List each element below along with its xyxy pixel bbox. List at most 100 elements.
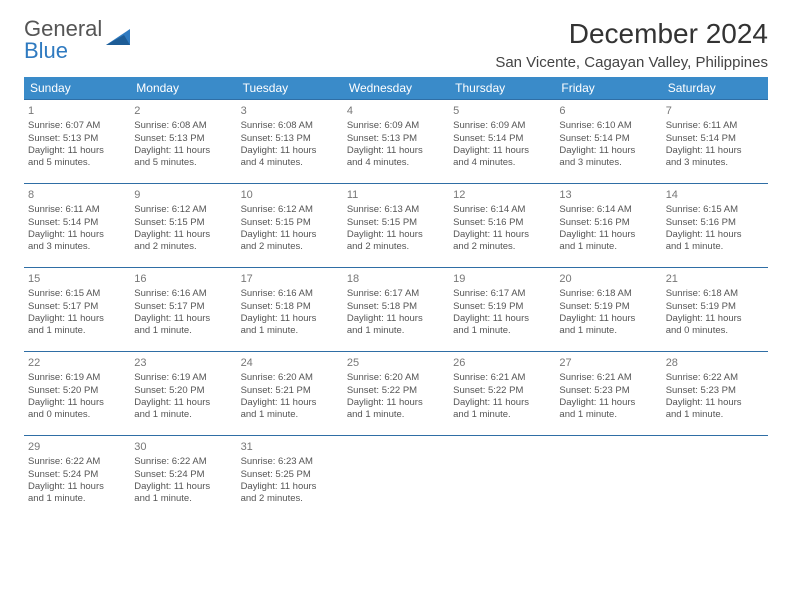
sunset-text: Sunset: 5:25 PM [241,469,339,481]
day-number: 29 [28,440,126,454]
calendar-header-row: Sunday Monday Tuesday Wednesday Thursday… [24,77,768,100]
day-number: 23 [134,356,232,370]
brand-logo: General Blue [24,18,134,62]
sunset-text: Sunset: 5:18 PM [347,301,445,313]
daylight-text: Daylight: 11 hours [28,229,126,241]
day-number: 7 [666,104,764,118]
daylight-text: Daylight: 11 hours [666,397,764,409]
sunset-text: Sunset: 5:23 PM [666,385,764,397]
sunset-text: Sunset: 5:23 PM [559,385,657,397]
title-block: December 2024 San Vicente, Cagayan Valle… [495,18,768,71]
sunrise-text: Sunrise: 6:17 AM [453,288,551,300]
daylight-text: Daylight: 11 hours [559,229,657,241]
day-number: 28 [666,356,764,370]
daylight-text: Daylight: 11 hours [134,397,232,409]
calendar-cell: 10Sunrise: 6:12 AMSunset: 5:15 PMDayligh… [237,184,343,268]
sunrise-text: Sunrise: 6:07 AM [28,120,126,132]
daylight-text: Daylight: 11 hours [453,397,551,409]
daylight-text: and 0 minutes. [28,409,126,421]
calendar-cell: 24Sunrise: 6:20 AMSunset: 5:21 PMDayligh… [237,352,343,436]
calendar-cell: 4Sunrise: 6:09 AMSunset: 5:13 PMDaylight… [343,100,449,184]
day-number: 22 [28,356,126,370]
daylight-text: and 2 minutes. [134,241,232,253]
calendar-cell: 7Sunrise: 6:11 AMSunset: 5:14 PMDaylight… [662,100,768,184]
sunrise-text: Sunrise: 6:11 AM [28,204,126,216]
sunset-text: Sunset: 5:13 PM [241,133,339,145]
day-number: 13 [559,188,657,202]
calendar-cell: 18Sunrise: 6:17 AMSunset: 5:18 PMDayligh… [343,268,449,352]
sunrise-text: Sunrise: 6:20 AM [241,372,339,384]
day-number: 17 [241,272,339,286]
day-number: 14 [666,188,764,202]
daylight-text: and 1 minute. [347,409,445,421]
month-title: December 2024 [495,18,768,50]
day-number: 5 [453,104,551,118]
sunset-text: Sunset: 5:18 PM [241,301,339,313]
calendar-cell: 2Sunrise: 6:08 AMSunset: 5:13 PMDaylight… [130,100,236,184]
day-number: 12 [453,188,551,202]
weekday-header: Thursday [449,77,555,100]
daylight-text: and 1 minute. [347,325,445,337]
day-number: 25 [347,356,445,370]
sunrise-text: Sunrise: 6:12 AM [134,204,232,216]
calendar-cell: 25Sunrise: 6:20 AMSunset: 5:22 PMDayligh… [343,352,449,436]
sunset-text: Sunset: 5:24 PM [28,469,126,481]
daylight-text: Daylight: 11 hours [134,481,232,493]
daylight-text: Daylight: 11 hours [559,397,657,409]
brand-triangle-icon [106,27,134,54]
sunrise-text: Sunrise: 6:13 AM [347,204,445,216]
sunset-text: Sunset: 5:15 PM [134,217,232,229]
sunrise-text: Sunrise: 6:22 AM [134,456,232,468]
calendar-cell: 26Sunrise: 6:21 AMSunset: 5:22 PMDayligh… [449,352,555,436]
calendar-cell [555,436,661,520]
day-number: 9 [134,188,232,202]
calendar-cell: 21Sunrise: 6:18 AMSunset: 5:19 PMDayligh… [662,268,768,352]
daylight-text: Daylight: 11 hours [347,313,445,325]
sunrise-text: Sunrise: 6:21 AM [453,372,551,384]
sunset-text: Sunset: 5:20 PM [28,385,126,397]
calendar-cell: 9Sunrise: 6:12 AMSunset: 5:15 PMDaylight… [130,184,236,268]
location-subtitle: San Vicente, Cagayan Valley, Philippines [495,54,768,71]
day-number: 3 [241,104,339,118]
sunrise-text: Sunrise: 6:14 AM [559,204,657,216]
calendar-cell: 16Sunrise: 6:16 AMSunset: 5:17 PMDayligh… [130,268,236,352]
daylight-text: and 1 minute. [134,493,232,505]
sunrise-text: Sunrise: 6:12 AM [241,204,339,216]
daylight-text: Daylight: 11 hours [241,397,339,409]
daylight-text: and 1 minute. [241,409,339,421]
sunrise-text: Sunrise: 6:23 AM [241,456,339,468]
sunset-text: Sunset: 5:16 PM [453,217,551,229]
sunset-text: Sunset: 5:14 PM [28,217,126,229]
daylight-text: and 1 minute. [453,325,551,337]
weekday-header: Saturday [662,77,768,100]
sunrise-text: Sunrise: 6:17 AM [347,288,445,300]
daylight-text: and 2 minutes. [241,493,339,505]
daylight-text: and 1 minute. [559,325,657,337]
weekday-header: Wednesday [343,77,449,100]
daylight-text: and 4 minutes. [347,157,445,169]
daylight-text: Daylight: 11 hours [241,229,339,241]
header: General Blue December 2024 San Vicente, … [24,18,768,71]
sunset-text: Sunset: 5:13 PM [347,133,445,145]
calendar-cell: 17Sunrise: 6:16 AMSunset: 5:18 PMDayligh… [237,268,343,352]
daylight-text: and 2 minutes. [347,241,445,253]
brand-line2: Blue [24,40,102,62]
day-number: 11 [347,188,445,202]
brand-text: General Blue [24,18,102,62]
calendar-cell: 6Sunrise: 6:10 AMSunset: 5:14 PMDaylight… [555,100,661,184]
day-number: 20 [559,272,657,286]
sunset-text: Sunset: 5:24 PM [134,469,232,481]
daylight-text: Daylight: 11 hours [241,145,339,157]
daylight-text: and 1 minute. [28,325,126,337]
sunset-text: Sunset: 5:20 PM [134,385,232,397]
day-number: 19 [453,272,551,286]
day-number: 4 [347,104,445,118]
sunrise-text: Sunrise: 6:15 AM [666,204,764,216]
calendar-row: 15Sunrise: 6:15 AMSunset: 5:17 PMDayligh… [24,268,768,352]
day-number: 2 [134,104,232,118]
day-number: 24 [241,356,339,370]
day-number: 6 [559,104,657,118]
calendar-cell [662,436,768,520]
sunset-text: Sunset: 5:19 PM [453,301,551,313]
sunset-text: Sunset: 5:16 PM [559,217,657,229]
